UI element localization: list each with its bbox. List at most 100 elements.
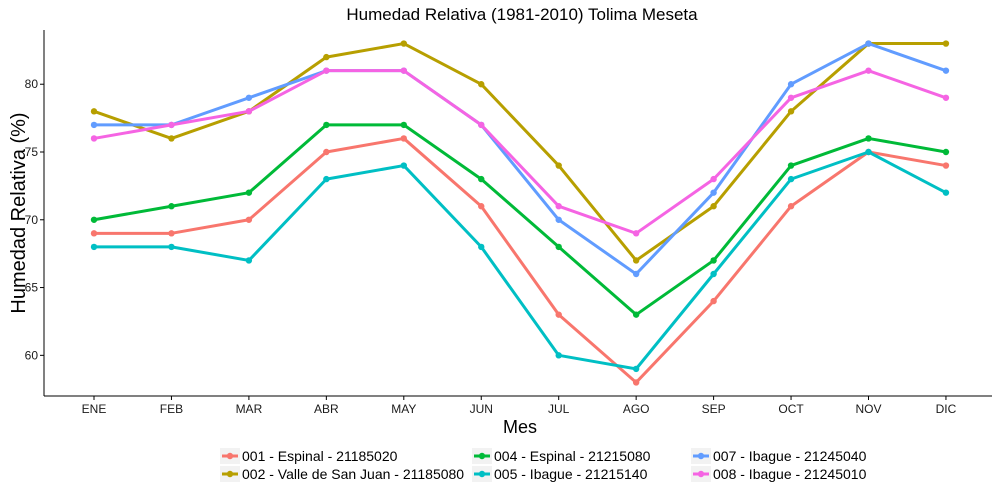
data-point <box>787 203 795 210</box>
data-point <box>632 257 640 264</box>
data-point <box>400 121 407 129</box>
x-tick-label: NOV <box>855 402 881 416</box>
x-tick-label: AGO <box>623 402 650 416</box>
data-point <box>710 257 717 264</box>
data-point <box>865 135 872 142</box>
series-line <box>92 150 948 371</box>
data-point <box>942 148 950 156</box>
legend-item: 007 - Ibague - 21245040 <box>691 448 867 464</box>
data-point <box>90 135 98 142</box>
data-point <box>400 67 407 74</box>
data-point <box>632 365 640 373</box>
data-point <box>555 216 562 223</box>
legend-item: 001 - Espinal - 21185020 <box>220 448 398 464</box>
legend-item: 005 - Ibague - 21215140 <box>472 466 648 482</box>
legend-key-point <box>697 470 705 478</box>
data-point <box>478 203 485 210</box>
data-point <box>787 94 795 101</box>
data-point <box>555 352 562 359</box>
legend-label: 008 - Ibague - 21245010 <box>713 466 867 482</box>
data-point <box>865 148 872 156</box>
data-point <box>942 40 950 47</box>
data-point <box>865 67 872 74</box>
legend-item: 008 - Ibague - 21245010 <box>691 466 867 482</box>
legend-label: 001 - Espinal - 21185020 <box>242 448 398 464</box>
series-group <box>90 148 950 373</box>
data-point <box>400 162 407 169</box>
data-point <box>323 53 330 61</box>
data-point <box>942 94 950 101</box>
x-axis-ticks: ENE FEB MAR ABR MAY JUN JUL AGO SEP OCT NOV DIC <box>82 396 957 416</box>
data-point <box>245 216 253 223</box>
data-point <box>478 243 485 251</box>
series-line <box>92 42 948 262</box>
x-tick-label: FEB <box>160 402 183 416</box>
series-layer <box>90 40 950 386</box>
data-point <box>710 203 717 210</box>
data-point <box>787 108 795 115</box>
series-line <box>92 42 948 276</box>
series-group <box>90 67 950 237</box>
data-point <box>555 311 562 318</box>
data-point <box>942 162 950 169</box>
x-axis-title: Mes <box>503 417 537 437</box>
data-point <box>168 203 175 210</box>
data-point <box>632 230 640 237</box>
data-point <box>90 243 98 251</box>
y-tick-label: 65 <box>25 281 39 295</box>
series-line <box>92 136 948 384</box>
data-point <box>323 175 330 183</box>
y-tick-label: 60 <box>25 348 39 362</box>
data-point <box>555 203 562 210</box>
plot-area: 60 65 70 75 80 ENE FEB MAR ABR MAY JUN JUL AGO SEP OC… <box>25 30 992 416</box>
data-point <box>865 40 872 47</box>
data-point <box>478 121 485 129</box>
legend-label: 002 - Valle de San Juan - 21185080 <box>242 466 464 482</box>
data-point <box>90 108 98 115</box>
data-point <box>710 297 717 305</box>
x-tick-label: ENE <box>82 402 107 416</box>
data-point <box>400 135 407 142</box>
legend-key-point <box>226 452 234 460</box>
chart-title: Humedad Relativa (1981-2010) Tolima Mese… <box>346 5 698 24</box>
legend: 001 - Espinal - 21185020 002 - Valle de S… <box>220 448 867 482</box>
legend-key-point <box>478 470 486 478</box>
data-point <box>323 67 330 74</box>
data-point <box>942 189 950 196</box>
data-point <box>478 81 485 88</box>
legend-item: 004 - Espinal - 21215080 <box>472 448 651 464</box>
data-point <box>90 121 98 129</box>
legend-key-point <box>697 452 705 460</box>
legend-label: 004 - Espinal - 21215080 <box>494 448 651 464</box>
data-point <box>787 162 795 169</box>
data-point <box>555 243 562 251</box>
y-tick-label: 70 <box>25 213 39 227</box>
x-tick-label: JUL <box>548 402 570 416</box>
data-point <box>555 162 562 169</box>
x-tick-label: MAY <box>391 402 416 416</box>
y-axis-ticks: 60 65 70 75 80 <box>25 77 44 362</box>
legend-label: 007 - Ibague - 21245040 <box>713 448 867 464</box>
y-axis-title: Humedad Relativa (%) <box>8 112 30 313</box>
data-point <box>168 243 175 251</box>
data-point <box>632 311 640 318</box>
x-tick-label: DIC <box>936 402 957 416</box>
series-group <box>90 135 950 386</box>
x-tick-label: MAR <box>236 402 263 416</box>
data-point <box>787 175 795 183</box>
data-point <box>245 257 253 264</box>
data-point <box>710 189 717 196</box>
data-point <box>245 189 253 196</box>
data-point <box>400 40 407 47</box>
series-group <box>90 40 950 278</box>
series-group <box>90 40 950 264</box>
series-line <box>92 69 948 235</box>
data-point <box>710 175 717 183</box>
series-line <box>92 123 948 317</box>
data-point <box>478 175 485 183</box>
data-point <box>710 270 717 278</box>
data-point <box>245 108 253 115</box>
x-tick-label: JUN <box>470 402 493 416</box>
data-point <box>168 121 175 129</box>
